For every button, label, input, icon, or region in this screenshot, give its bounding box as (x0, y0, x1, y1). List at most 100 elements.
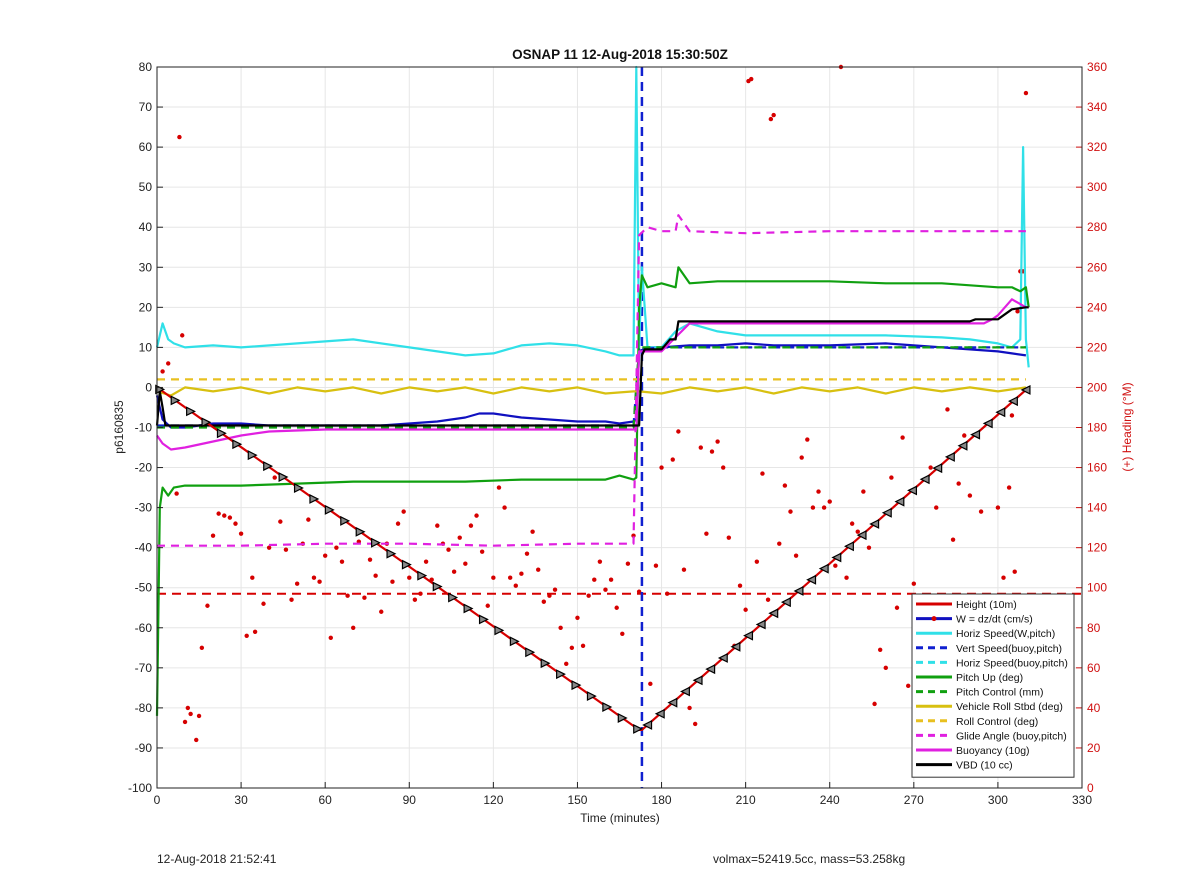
heading-point (872, 701, 877, 707)
profile-marker (216, 428, 227, 439)
y-tick-label: -90 (135, 741, 153, 755)
timestamp-annotation: 12-Aug-2018 21:52:41 (157, 852, 277, 866)
heading-point (345, 593, 350, 598)
plot-frame (156, 66, 1083, 789)
heading-point (185, 705, 191, 711)
heading-point (653, 563, 659, 568)
x-tick-label: 330 (1072, 793, 1092, 807)
legend-label: Roll Control (deg) (956, 716, 1038, 728)
heading-point (833, 563, 838, 568)
x-tick-label: 90 (403, 793, 417, 807)
profile-marker (654, 708, 665, 719)
heading-point (435, 523, 440, 528)
heading-point (670, 457, 675, 462)
heading-point (373, 573, 378, 578)
heading-point (754, 559, 760, 564)
heading-point (877, 647, 883, 653)
heading-point (659, 465, 664, 470)
y-tick-label: 40 (139, 220, 153, 234)
profile-marker (263, 461, 274, 472)
series-line (157, 214, 1026, 547)
legend-label: Height (10m) (956, 599, 1017, 611)
profile-marker (432, 581, 443, 592)
heading-point (956, 481, 961, 486)
y-tick-label: 70 (139, 100, 153, 114)
heading-point (174, 491, 179, 496)
legend-label: W = dz/dt (cm/s) (956, 614, 1033, 626)
legend-box (911, 593, 1075, 778)
profile-marker (831, 552, 842, 563)
legend-marker (931, 616, 937, 622)
profile-marker (730, 641, 741, 652)
heading-point (210, 533, 216, 538)
heading-point (513, 583, 518, 588)
heading-point (379, 609, 384, 614)
heading-point (177, 134, 182, 140)
heading-point (692, 721, 698, 727)
heading-point (536, 567, 541, 572)
profile-marker (642, 719, 653, 730)
heading-point (457, 535, 462, 540)
y2-tick-label: 200 (1087, 380, 1107, 394)
profile-marker (768, 608, 779, 619)
legend-label: Pitch Up (deg) (956, 672, 1023, 684)
profile-marker (371, 537, 381, 548)
x-tick-label: 210 (736, 793, 756, 807)
mass-annotation: volmax=52419.5cc, mass=53.258kg (713, 852, 906, 866)
heading-point (614, 605, 619, 610)
heading-point (648, 681, 653, 687)
y-tick-label: -40 (135, 541, 153, 555)
y-tick-label: -50 (135, 581, 153, 595)
profile-marker (692, 675, 703, 686)
heading-point (311, 575, 317, 580)
y2-axis-label: (+) Heading (°M) (1120, 382, 1134, 471)
profile-marker (957, 440, 968, 451)
profile-marker (970, 429, 981, 440)
heading-point (194, 737, 199, 743)
heading-point (934, 505, 939, 510)
legend: Height (10m) W = dz/dt (cm/s) Horiz Speed(… (911, 593, 1075, 778)
y2-tick-label: 100 (1087, 581, 1107, 595)
heading-point (227, 515, 233, 520)
profile-marker (869, 518, 880, 529)
heading-point (283, 547, 289, 552)
legend-label: Horiz Speed(buoy,pitch) (956, 657, 1068, 669)
heading-point (266, 545, 272, 550)
profile-marker (617, 713, 628, 723)
profile-marker (743, 630, 754, 641)
heading-point (945, 407, 950, 412)
heading-point (289, 597, 294, 602)
profile-marker (540, 658, 551, 669)
heading-point (737, 583, 743, 588)
series-line (155, 65, 1030, 368)
profile-marker (1007, 396, 1018, 407)
x-tick-label: 0 (154, 793, 161, 807)
heading-point (507, 575, 513, 580)
x-tick-label: 270 (904, 793, 924, 807)
heading-point (205, 603, 210, 608)
profile-marker (463, 603, 474, 614)
heading-point (950, 537, 956, 542)
profile-marker (340, 515, 351, 526)
heading-point (844, 575, 849, 580)
heading-point (799, 455, 804, 460)
heading-point (866, 545, 872, 550)
heading-point (530, 529, 535, 534)
heading-point (849, 521, 855, 526)
heading-point (995, 505, 1001, 510)
heading-point (1006, 485, 1012, 490)
heading-point (322, 553, 328, 558)
profile-marker (586, 691, 597, 702)
heading-point (765, 597, 771, 602)
heading-point (1023, 90, 1029, 96)
heading-point (883, 665, 888, 671)
profile-marker (494, 625, 505, 636)
x-tick-label: 60 (319, 793, 333, 807)
y-tick-label: -70 (135, 661, 153, 675)
y2-tick-label: 260 (1087, 260, 1107, 274)
y2-tick-label: 280 (1087, 220, 1107, 234)
heading-point (805, 437, 810, 442)
y2-tick-label: 80 (1087, 621, 1101, 635)
heading-point (1015, 309, 1020, 314)
